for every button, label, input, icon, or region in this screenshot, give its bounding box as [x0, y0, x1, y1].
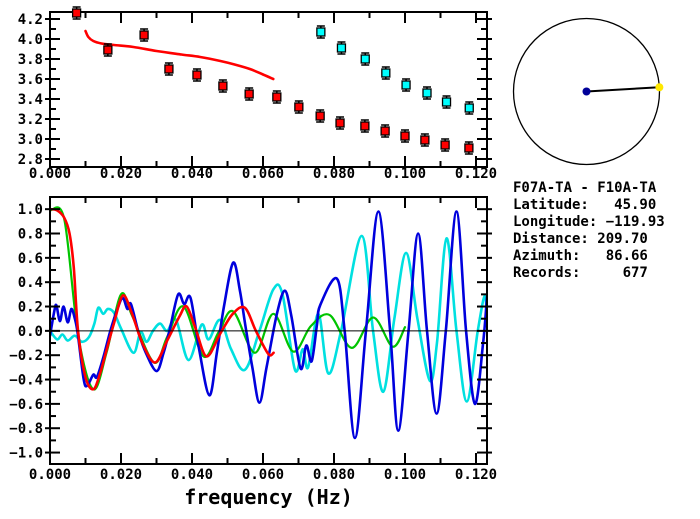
data-point-square [420, 135, 430, 145]
x-tick-label: 0.120 [455, 166, 497, 182]
x-tick-label: 0.080 [313, 467, 355, 483]
station-pair-title: F07A-TA - F10A-TA [513, 180, 657, 196]
data-point-square [272, 92, 282, 102]
y-tick-label: 1.0 [18, 202, 43, 218]
data-point-square [244, 89, 254, 99]
y-tick-label: −0.8 [9, 421, 43, 437]
x-tick-label: 0.080 [313, 166, 355, 182]
x-tick-label: 0.020 [100, 467, 142, 483]
azimuth-indicator [512, 17, 664, 166]
data-point-square [422, 88, 432, 98]
y-tick-label: 4.2 [18, 12, 43, 28]
y-tick-label: 3.6 [18, 72, 43, 88]
data-point-square [440, 140, 450, 150]
data-point-square [336, 43, 347, 53]
y-tick-label: 3.2 [18, 112, 43, 128]
y-tick-label: 0.4 [18, 275, 43, 291]
data-point-square [335, 118, 345, 128]
data-point-square [464, 143, 474, 153]
spectra-plot[interactable]: 0.000 0.020 0.040 0.060 0.080 0.100 0.120 −1.0 −… [9, 196, 497, 483]
x-tick-label: 0.100 [384, 166, 426, 182]
x-tick-label: 0.120 [455, 467, 497, 483]
data-point-square [401, 80, 411, 90]
y-tick-label: −0.4 [9, 373, 43, 389]
frequency-axis-label: frequency (Hz) [184, 485, 353, 509]
x-tick-label: 0.100 [384, 467, 426, 483]
data-point-square [218, 81, 228, 91]
y-tick-label: 3.0 [18, 132, 43, 148]
series-model-dispersion-curve [84, 29, 275, 81]
data-point-square [380, 126, 390, 136]
data-point-square [139, 30, 149, 40]
y-tick-label: −1.0 [9, 446, 43, 462]
latitude-line: Latitude: 45.90 [513, 197, 657, 213]
y-tick-label: 4.0 [18, 32, 43, 48]
series-spectrum-cyan [51, 234, 486, 403]
data-point-square [400, 131, 410, 141]
x-tick-label: 0.040 [171, 467, 213, 483]
y-tick-label: 3.4 [18, 92, 43, 108]
data-point-square [381, 68, 391, 78]
data-point-square [464, 103, 474, 113]
y-tick-label: 3.8 [18, 52, 43, 68]
data-point-square [316, 27, 326, 37]
data-point-square [294, 102, 304, 112]
azimuth-line: Azimuth: 86.66 [513, 248, 648, 264]
data-point-square [103, 45, 113, 55]
x-tick-label: 0.060 [242, 166, 284, 182]
x-tick-label: 0.000 [29, 166, 71, 182]
longitude-line: Longitude: −119.93 [513, 214, 665, 230]
spectra-curves [51, 206, 486, 440]
y-tick-label: −0.6 [9, 397, 43, 413]
x-tick-label: 0.040 [171, 166, 213, 182]
azimuth-circle-outline [512, 17, 661, 166]
data-point-square [360, 121, 370, 131]
center-station-dot [582, 87, 591, 96]
dispersion-plot[interactable]: 0.000 0.020 0.040 0.060 0.080 0.100 0.120 2.8 3.… [18, 6, 497, 182]
y-tick-label: 0.8 [18, 227, 43, 243]
data-point-square [360, 54, 370, 64]
series-spectrum-blue [51, 210, 486, 440]
distance-line: Distance: 209.70 [513, 231, 648, 247]
data-point-square [192, 70, 202, 80]
azimuth-line [586, 86, 660, 93]
target-station-dot [655, 83, 664, 92]
data-point-square [164, 64, 174, 74]
y-tick-label: 0.2 [18, 300, 43, 316]
y-tick-label: −0.2 [9, 348, 43, 364]
y-tick-label: 2.8 [18, 152, 43, 168]
x-tick-label: 0.060 [242, 467, 284, 483]
x-tick-label: 0.020 [100, 166, 142, 182]
series-spectrum-red [51, 207, 275, 391]
records-line: Records: 677 [513, 265, 648, 281]
x-tick-label: 0.000 [29, 467, 71, 483]
y-tick-label: 0.0 [18, 324, 43, 340]
y-tick-label: 0.6 [18, 251, 43, 267]
data-point-square [71, 8, 82, 18]
data-point-square [315, 111, 325, 121]
data-point-square [441, 97, 452, 107]
station-info: F07A-TA - F10A-TA Latitude: 45.90 Longit… [513, 180, 665, 282]
